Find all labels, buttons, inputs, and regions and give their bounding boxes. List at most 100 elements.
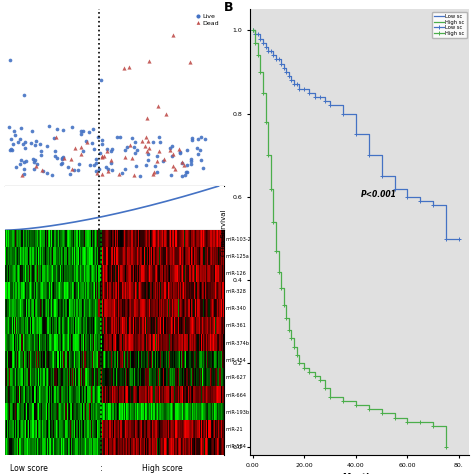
Point: [198, 157, 205, 164]
Point: [199, 164, 206, 172]
Point: [68, 123, 76, 131]
Point: [142, 142, 149, 150]
Point: [12, 163, 19, 170]
Point: [187, 157, 195, 165]
Point: [87, 161, 94, 168]
Point: [94, 133, 101, 140]
Point: [136, 172, 144, 180]
Point: [9, 146, 16, 154]
Point: [145, 137, 152, 145]
Point: [157, 138, 164, 146]
Point: [178, 159, 186, 167]
Point: [57, 160, 65, 168]
Point: [83, 138, 91, 146]
Point: [149, 170, 156, 178]
Point: [152, 163, 159, 170]
Point: [44, 142, 51, 150]
Point: [21, 144, 29, 152]
Point: [99, 140, 106, 148]
Point: [37, 151, 45, 159]
Point: [131, 138, 139, 146]
Point: [149, 138, 156, 146]
Point: [131, 149, 138, 156]
Point: [104, 167, 111, 175]
Point: [32, 137, 39, 145]
Point: [31, 156, 39, 164]
Point: [121, 165, 128, 173]
Point: [20, 91, 28, 99]
Point: [53, 155, 61, 162]
Point: [113, 134, 121, 141]
Point: [142, 161, 149, 168]
Text: P<0.001: P<0.001: [361, 190, 397, 199]
Point: [133, 146, 140, 154]
Point: [108, 159, 115, 167]
Point: [138, 137, 146, 145]
Point: [49, 172, 56, 179]
Point: [18, 125, 25, 132]
Point: [154, 102, 162, 109]
Point: [177, 149, 184, 157]
Text: High score: High score: [142, 464, 183, 473]
Point: [88, 139, 95, 146]
Point: [51, 153, 58, 160]
Point: [143, 134, 150, 141]
Point: [128, 134, 136, 142]
Point: [67, 155, 75, 163]
Point: [194, 150, 201, 158]
Point: [98, 171, 106, 178]
Point: [18, 171, 26, 179]
Point: [82, 137, 90, 144]
Point: [172, 165, 179, 173]
Point: [23, 157, 30, 164]
Point: [169, 162, 177, 170]
Point: [183, 162, 191, 169]
Point: [187, 155, 194, 163]
Point: [96, 166, 103, 173]
Point: [122, 153, 129, 161]
Point: [28, 127, 36, 135]
Point: [18, 156, 25, 164]
Point: [27, 140, 35, 147]
Point: [58, 155, 66, 163]
Point: [11, 131, 19, 138]
Point: [201, 135, 209, 143]
Point: [124, 143, 131, 151]
Point: [143, 114, 151, 122]
Point: [58, 154, 66, 162]
Point: [80, 147, 87, 155]
Point: [60, 155, 68, 162]
Point: [128, 155, 136, 162]
Y-axis label: Cum Survival: Cum Survival: [221, 209, 227, 255]
Point: [20, 170, 27, 178]
Point: [169, 150, 177, 157]
Point: [50, 134, 58, 141]
Point: [167, 172, 175, 179]
Point: [118, 169, 125, 176]
Point: [16, 136, 24, 143]
Point: [109, 146, 116, 153]
Point: [102, 163, 110, 171]
Point: [178, 158, 185, 165]
Point: [59, 154, 66, 161]
Point: [107, 156, 114, 164]
Point: [130, 144, 138, 151]
Point: [180, 161, 188, 168]
Point: [70, 166, 78, 174]
Point: [37, 147, 45, 155]
Point: [120, 64, 128, 72]
Point: [183, 146, 191, 154]
Point: [103, 147, 110, 155]
Point: [115, 170, 123, 178]
Point: [166, 144, 174, 152]
Point: [74, 166, 82, 174]
Point: [66, 170, 73, 178]
Text: Low score: Low score: [10, 464, 48, 473]
Point: [96, 149, 103, 157]
Point: [5, 124, 13, 131]
Point: [52, 133, 59, 141]
Point: [92, 168, 100, 175]
Point: [104, 165, 111, 173]
Point: [116, 133, 124, 141]
Point: [144, 156, 152, 164]
